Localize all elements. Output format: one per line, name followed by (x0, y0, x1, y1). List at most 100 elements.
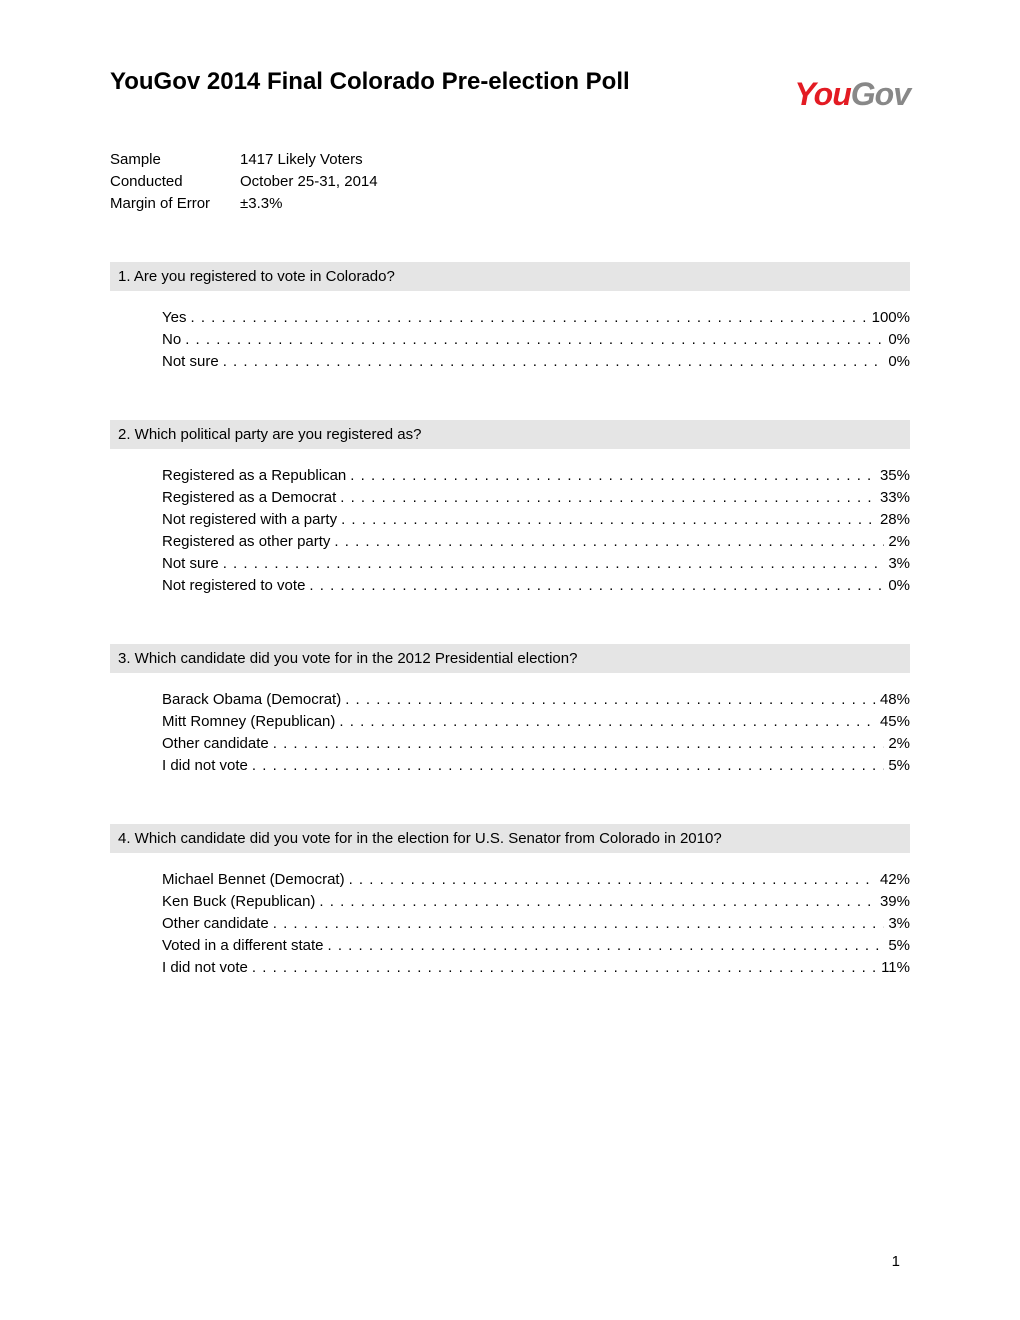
response-value: 5% (888, 757, 910, 774)
response-dots: . . . . . . . . . . . . . . . . . . . . … (345, 691, 876, 708)
response-dots: . . . . . . . . . . . . . . . . . . . . … (273, 915, 885, 932)
response-dots: . . . . . . . . . . . . . . . . . . . . … (309, 577, 884, 594)
response-label: No (162, 331, 181, 348)
response-dots: . . . . . . . . . . . . . . . . . . . . … (190, 309, 867, 326)
response-dots: . . . . . . . . . . . . . . . . . . . . … (252, 757, 884, 774)
question-header: 3. Which candidate did you vote for in t… (110, 644, 910, 673)
meta-value-conducted: October 25-31, 2014 (240, 173, 378, 190)
response-label: Registered as other party (162, 533, 330, 550)
meta-value-sample: 1417 Likely Voters (240, 151, 363, 168)
question-block: 4. Which candidate did you vote for in t… (110, 824, 910, 976)
response-label: Michael Bennet (Democrat) (162, 871, 345, 888)
meta-row-moe: Margin of Error ±3.3% (110, 195, 910, 212)
response-dots: . . . . . . . . . . . . . . . . . . . . … (273, 735, 885, 752)
response-value: 45% (880, 713, 910, 730)
response-row: I did not vote. . . . . . . . . . . . . … (162, 959, 910, 976)
response-row: Not registered to vote. . . . . . . . . … (162, 577, 910, 594)
response-label: I did not vote (162, 959, 248, 976)
response-row: Other candidate. . . . . . . . . . . . .… (162, 735, 910, 752)
page-title: YouGov 2014 Final Colorado Pre-election … (110, 68, 630, 96)
header: YouGov 2014 Final Colorado Pre-election … (110, 68, 910, 113)
response-row: Not sure. . . . . . . . . . . . . . . . … (162, 555, 910, 572)
question-header: 4. Which candidate did you vote for in t… (110, 824, 910, 853)
response-value: 48% (880, 691, 910, 708)
meta-label-conducted: Conducted (110, 173, 240, 190)
response-row: Registered as a Democrat. . . . . . . . … (162, 489, 910, 506)
response-value: 0% (888, 577, 910, 594)
response-row: I did not vote. . . . . . . . . . . . . … (162, 757, 910, 774)
question-header: 1. Are you registered to vote in Colorad… (110, 262, 910, 291)
response-label: Mitt Romney (Republican) (162, 713, 335, 730)
response-value: 5% (888, 937, 910, 954)
response-row: Michael Bennet (Democrat). . . . . . . .… (162, 871, 910, 888)
response-label: Other candidate (162, 735, 269, 752)
response-row: Not registered with a party. . . . . . .… (162, 511, 910, 528)
response-label: Other candidate (162, 915, 269, 932)
response-value: 11% (881, 959, 910, 976)
response-value: 28% (880, 511, 910, 528)
response-list: Barack Obama (Democrat). . . . . . . . .… (110, 691, 910, 774)
response-row: Ken Buck (Republican). . . . . . . . . .… (162, 893, 910, 910)
response-value: 0% (888, 331, 910, 348)
response-label: Barack Obama (Democrat) (162, 691, 341, 708)
response-row: Registered as other party. . . . . . . .… (162, 533, 910, 550)
response-row: Barack Obama (Democrat). . . . . . . . .… (162, 691, 910, 708)
response-dots: . . . . . . . . . . . . . . . . . . . . … (223, 555, 885, 572)
yougov-logo: YouGov (795, 76, 910, 113)
response-list: Registered as a Republican. . . . . . . … (110, 467, 910, 594)
response-row: Not sure. . . . . . . . . . . . . . . . … (162, 353, 910, 370)
response-list: Michael Bennet (Democrat). . . . . . . .… (110, 871, 910, 976)
response-dots: . . . . . . . . . . . . . . . . . . . . … (223, 353, 885, 370)
logo-part-you: You (795, 76, 851, 112)
response-value: 0% (888, 353, 910, 370)
response-label: I did not vote (162, 757, 248, 774)
response-row: Voted in a different state. . . . . . . … (162, 937, 910, 954)
response-value: 100% (872, 309, 910, 326)
response-dots: . . . . . . . . . . . . . . . . . . . . … (339, 713, 876, 730)
response-row: Yes. . . . . . . . . . . . . . . . . . .… (162, 309, 910, 326)
response-label: Not sure (162, 353, 219, 370)
logo-part-gov: Gov (851, 76, 910, 112)
response-label: Voted in a different state (162, 937, 324, 954)
response-dots: . . . . . . . . . . . . . . . . . . . . … (334, 533, 884, 550)
response-dots: . . . . . . . . . . . . . . . . . . . . … (350, 467, 876, 484)
response-dots: . . . . . . . . . . . . . . . . . . . . … (252, 959, 877, 976)
questions-container: 1. Are you registered to vote in Colorad… (110, 262, 910, 976)
response-value: 2% (888, 533, 910, 550)
response-label: Yes (162, 309, 186, 326)
response-label: Not registered to vote (162, 577, 305, 594)
response-value: 35% (880, 467, 910, 484)
response-dots: . . . . . . . . . . . . . . . . . . . . … (328, 937, 885, 954)
response-label: Not sure (162, 555, 219, 572)
response-dots: . . . . . . . . . . . . . . . . . . . . … (349, 871, 876, 888)
meta-row-sample: Sample 1417 Likely Voters (110, 151, 910, 168)
response-list: Yes. . . . . . . . . . . . . . . . . . .… (110, 309, 910, 370)
response-label: Registered as a Democrat (162, 489, 336, 506)
question-header: 2. Which political party are you registe… (110, 420, 910, 449)
response-dots: . . . . . . . . . . . . . . . . . . . . … (319, 893, 876, 910)
response-row: Mitt Romney (Republican). . . . . . . . … (162, 713, 910, 730)
meta-row-conducted: Conducted October 25-31, 2014 (110, 173, 910, 190)
response-dots: . . . . . . . . . . . . . . . . . . . . … (341, 511, 876, 528)
response-value: 3% (888, 555, 910, 572)
response-label: Ken Buck (Republican) (162, 893, 315, 910)
response-label: Not registered with a party (162, 511, 337, 528)
response-row: Other candidate. . . . . . . . . . . . .… (162, 915, 910, 932)
response-dots: . . . . . . . . . . . . . . . . . . . . … (340, 489, 876, 506)
meta-label-sample: Sample (110, 151, 240, 168)
response-value: 42% (880, 871, 910, 888)
meta-table: Sample 1417 Likely Voters Conducted Octo… (110, 151, 910, 212)
question-block: 3. Which candidate did you vote for in t… (110, 644, 910, 774)
meta-value-moe: ±3.3% (240, 195, 282, 212)
question-block: 2. Which political party are you registe… (110, 420, 910, 594)
response-value: 39% (880, 893, 910, 910)
question-block: 1. Are you registered to vote in Colorad… (110, 262, 910, 370)
response-dots: . . . . . . . . . . . . . . . . . . . . … (185, 331, 884, 348)
response-row: No. . . . . . . . . . . . . . . . . . . … (162, 331, 910, 348)
response-label: Registered as a Republican (162, 467, 346, 484)
response-value: 3% (888, 915, 910, 932)
response-value: 33% (880, 489, 910, 506)
response-value: 2% (888, 735, 910, 752)
meta-label-moe: Margin of Error (110, 195, 240, 212)
page-number: 1 (892, 1253, 900, 1270)
